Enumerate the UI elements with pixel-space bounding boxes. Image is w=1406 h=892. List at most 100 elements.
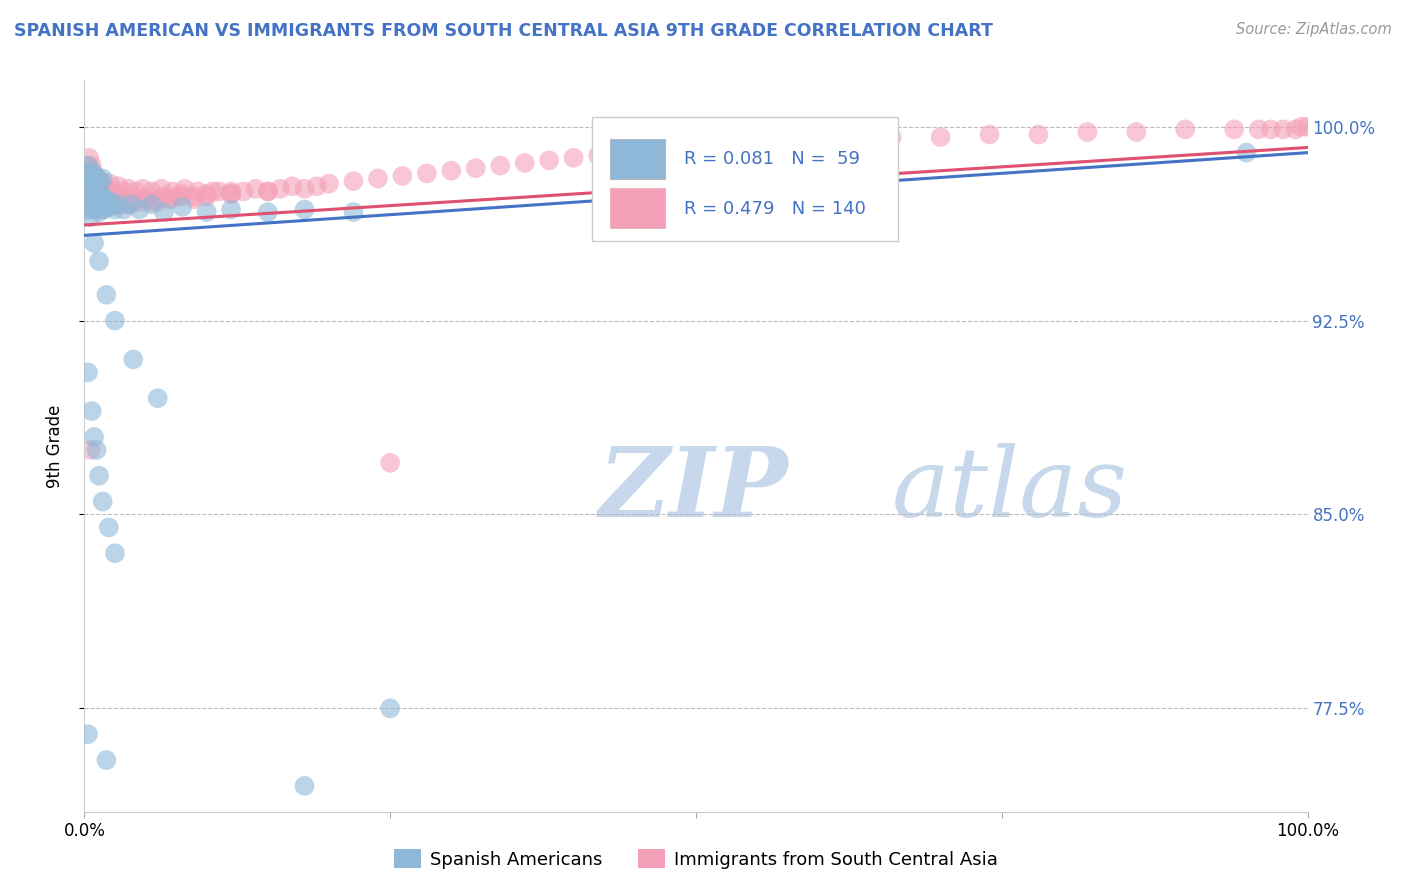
Point <box>128 202 150 217</box>
Point <box>979 128 1001 142</box>
Point <box>87 185 110 199</box>
Point <box>103 192 125 206</box>
Point <box>117 182 139 196</box>
Point <box>83 169 105 183</box>
Point <box>100 194 122 209</box>
Point <box>97 194 120 209</box>
Text: ZIP: ZIP <box>598 443 787 537</box>
Point <box>141 197 163 211</box>
Point <box>132 182 155 196</box>
Point <box>94 192 117 206</box>
Point <box>165 189 187 203</box>
Point <box>107 179 129 194</box>
Point <box>380 456 402 470</box>
Point <box>1028 128 1050 142</box>
Point <box>208 185 231 199</box>
Point <box>91 177 114 191</box>
Point <box>464 161 486 176</box>
Point <box>183 192 205 206</box>
Point <box>159 192 181 206</box>
Point <box>96 185 118 199</box>
Point <box>84 189 107 203</box>
Point <box>83 236 105 251</box>
Point <box>440 163 463 178</box>
Point <box>367 171 389 186</box>
Point <box>97 197 120 211</box>
Point <box>94 185 117 199</box>
Point <box>79 163 101 178</box>
Point <box>173 182 195 196</box>
Point <box>104 197 127 211</box>
Point <box>1260 122 1282 136</box>
Text: R = 0.479   N = 140: R = 0.479 N = 140 <box>683 200 866 218</box>
Point <box>110 194 132 209</box>
Point <box>294 202 316 217</box>
Point <box>153 205 176 219</box>
Point <box>1284 122 1306 136</box>
Point <box>269 182 291 196</box>
Point <box>112 194 135 209</box>
Point <box>125 185 148 199</box>
Point <box>122 194 145 209</box>
Point <box>697 140 720 154</box>
Point <box>391 169 413 183</box>
Point <box>1247 122 1270 136</box>
Point <box>96 197 118 211</box>
Point <box>146 192 169 206</box>
Point <box>195 189 218 203</box>
Point <box>201 185 224 199</box>
Point <box>104 194 127 209</box>
Point <box>120 197 142 211</box>
Point <box>146 194 169 209</box>
Point <box>294 182 316 196</box>
Point <box>929 130 952 145</box>
Point <box>172 200 194 214</box>
Point <box>86 179 108 194</box>
Point <box>86 177 108 191</box>
Point <box>1296 120 1319 134</box>
Point <box>153 189 176 203</box>
Point <box>103 185 125 199</box>
Point <box>122 352 145 367</box>
Point <box>380 701 402 715</box>
Point <box>100 192 122 206</box>
Point <box>125 192 148 206</box>
Point <box>87 192 110 206</box>
Point <box>104 202 127 217</box>
Point <box>87 182 110 196</box>
Point <box>98 194 121 209</box>
Point <box>195 186 218 201</box>
Point <box>82 166 104 180</box>
Point <box>80 159 103 173</box>
Point <box>105 197 128 211</box>
Point <box>172 186 194 201</box>
Point <box>141 194 163 209</box>
Point <box>83 182 105 196</box>
Point <box>150 182 173 196</box>
Point <box>80 177 103 191</box>
Point <box>93 179 115 194</box>
Point <box>1291 120 1313 134</box>
Point <box>342 174 364 188</box>
Legend: Spanish Americans, Immigrants from South Central Asia: Spanish Americans, Immigrants from South… <box>387 842 1005 876</box>
Bar <box>610 139 665 179</box>
Point <box>107 197 129 211</box>
Point <box>86 200 108 214</box>
Y-axis label: 9th Grade: 9th Grade <box>45 404 63 488</box>
Point <box>89 186 111 201</box>
Point <box>79 192 101 206</box>
Point <box>219 186 242 201</box>
Point <box>104 313 127 327</box>
Point <box>91 189 114 203</box>
Point <box>112 185 135 199</box>
Point <box>101 197 124 211</box>
Point <box>110 192 132 206</box>
Point <box>1174 122 1197 136</box>
Point <box>807 133 830 147</box>
Point <box>219 185 242 199</box>
Point <box>232 185 254 199</box>
Point <box>97 520 120 534</box>
Point <box>146 391 169 405</box>
Point <box>87 254 110 268</box>
Point <box>97 182 120 196</box>
